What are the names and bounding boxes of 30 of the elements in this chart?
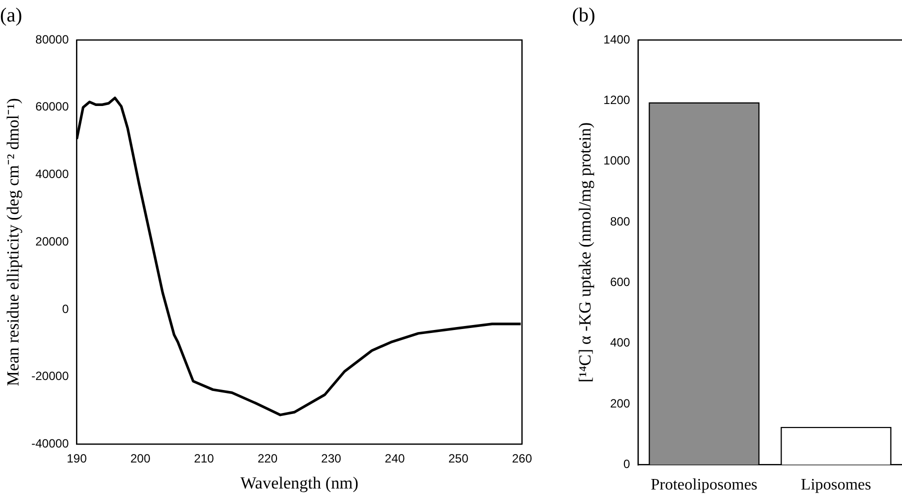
y-tick-label: 600 [610, 275, 630, 290]
y-tick-label: -40000 [31, 436, 70, 451]
y-tick-label: 60000 [35, 100, 70, 114]
x-tick-label: 250 [448, 452, 469, 466]
y-tick-label: 0 [623, 457, 630, 472]
x-tick-label: 230 [321, 452, 342, 466]
y-tick-label: 1400 [603, 32, 630, 46]
y-tick-label: 1000 [603, 154, 630, 168]
y-tick-label: 80000 [35, 32, 70, 46]
y-tick-label: 1200 [603, 93, 630, 107]
chart-title: (a) [0, 4, 22, 26]
y-tick-label: 40000 [35, 167, 70, 182]
y-axis-title: Mean residue ellipticity (deg cm⁻² dmol⁻¹) [4, 98, 23, 386]
y-tick-label: 400 [610, 336, 630, 350]
y-tick-label: 20000 [35, 234, 70, 248]
y-tick-label: -20000 [31, 369, 70, 384]
x-tick-label: 260 [512, 452, 532, 466]
x-axis-title: Wavelength (nm) [240, 473, 358, 492]
y-tick-label: 800 [610, 214, 630, 228]
x-tick-label: Proteoliposomes [650, 476, 758, 494]
x-tick-label: 220 [258, 452, 278, 466]
chart-title: (b) [572, 4, 596, 26]
x-tick-label: 240 [384, 452, 406, 466]
x-tick-label: 200 [130, 452, 151, 466]
y-tick-label: 0 [62, 302, 70, 316]
x-tick-label: Liposomes [800, 476, 872, 494]
x-tick-label: 190 [66, 452, 88, 466]
y-tick-label: 200 [610, 396, 630, 410]
y-axis-title: [¹⁴C] α -KG uptake (nmol/mg protein) [576, 122, 595, 383]
x-tick-label: 210 [194, 452, 214, 466]
